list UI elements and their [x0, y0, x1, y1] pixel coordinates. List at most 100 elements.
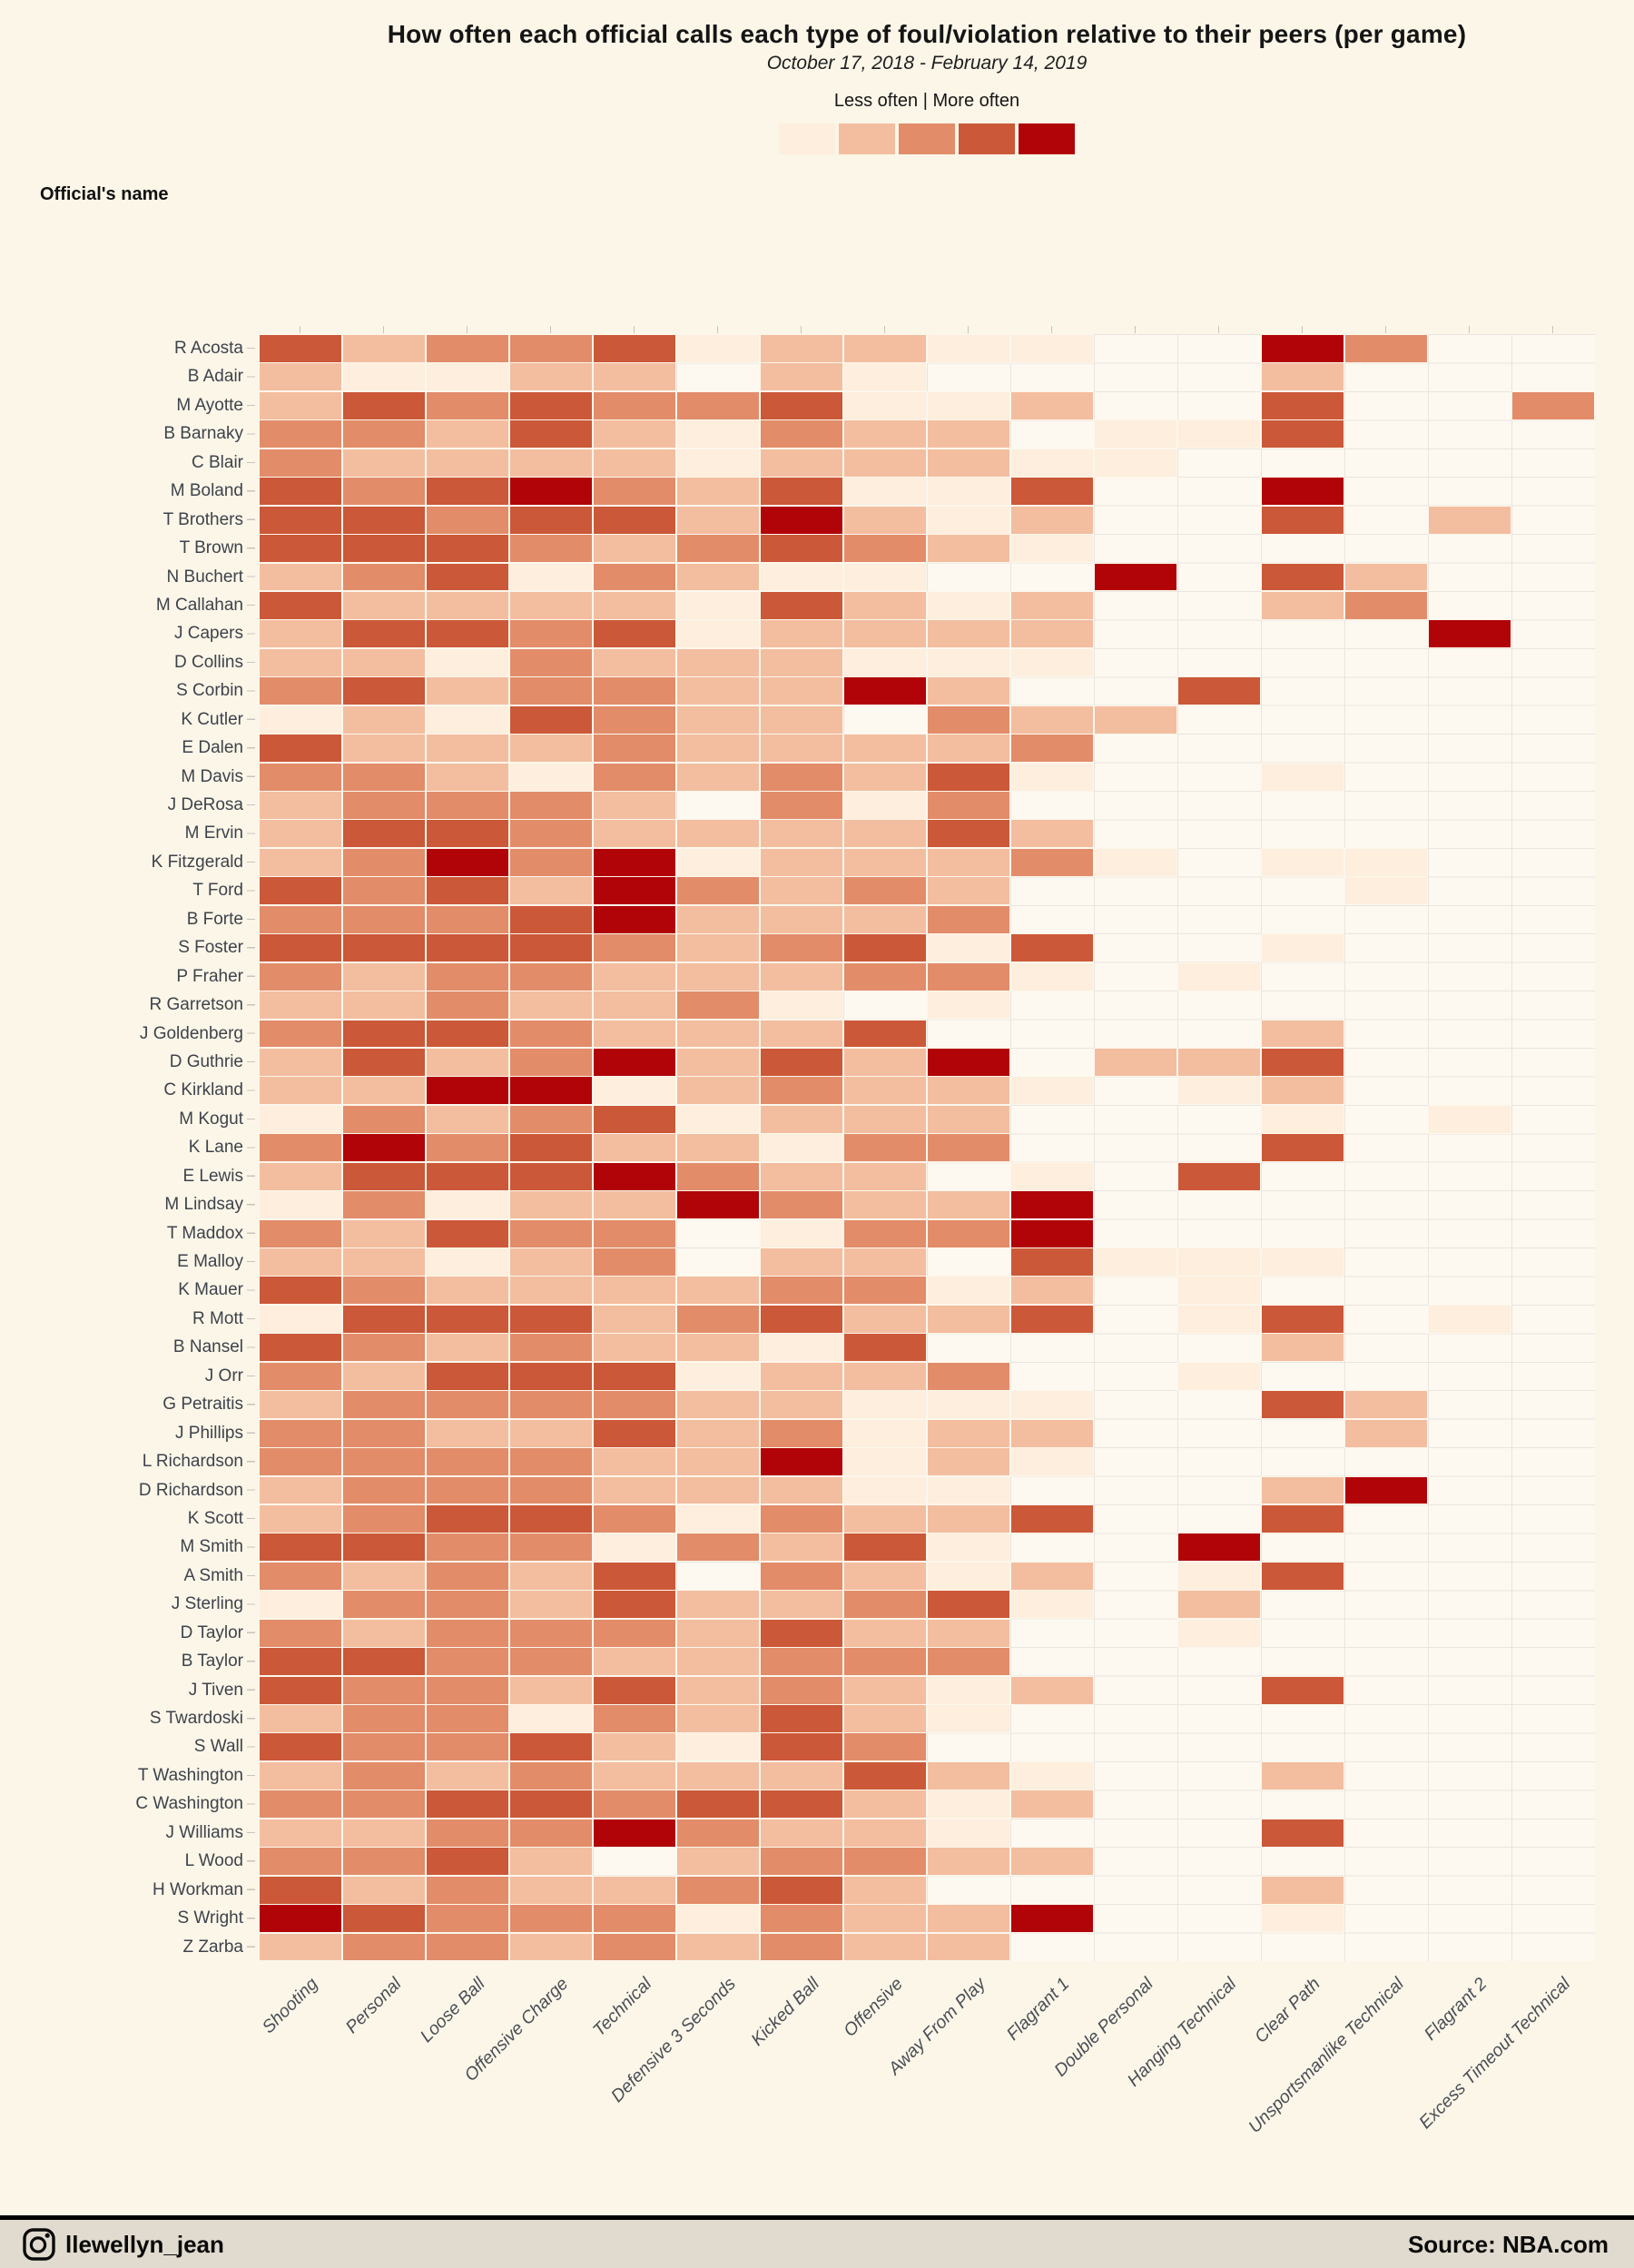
heatmap-cell — [760, 1076, 843, 1106]
heatmap-cell — [843, 1618, 927, 1648]
heatmap-cell — [1344, 1475, 1428, 1505]
heatmap-cell — [676, 847, 760, 877]
heatmap-cell — [760, 1447, 843, 1477]
column-label: Flagrant 2 — [1420, 1974, 1491, 2045]
heatmap-cell — [259, 1533, 342, 1563]
heatmap-cell — [593, 647, 676, 677]
heatmap-cell — [509, 590, 593, 620]
heatmap-cell — [509, 647, 593, 677]
heatmap-cell — [927, 762, 1010, 792]
heatmap-cell — [1010, 1904, 1094, 1934]
heatmap-cell — [342, 1104, 426, 1134]
heatmap-cell — [927, 847, 1010, 877]
heatmap-cell — [843, 1760, 927, 1790]
heatmap-cell — [1010, 1790, 1094, 1819]
heatmap-cell — [342, 819, 426, 849]
heatmap-cell — [593, 676, 676, 706]
heatmap-cell — [593, 1418, 676, 1448]
heatmap-cell — [1261, 590, 1344, 620]
heatmap-cell — [509, 847, 593, 877]
heatmap-cell — [927, 647, 1010, 677]
heatmap-cell — [1428, 505, 1511, 535]
heatmap-cell — [760, 1019, 843, 1049]
heatmap-cell — [426, 362, 509, 392]
row-label: E Lewis — [182, 1166, 243, 1186]
heatmap-cell — [342, 734, 426, 764]
heatmap-cell — [927, 1647, 1010, 1677]
heatmap-cell — [676, 477, 760, 507]
column-label: Clear Path — [1250, 1974, 1324, 2047]
heatmap-cell — [259, 847, 342, 877]
heatmap-cell — [843, 1590, 927, 1620]
heatmap-cell — [426, 1704, 509, 1733]
heatmap-cell — [593, 1447, 676, 1477]
heatmap-cell — [426, 961, 509, 991]
heatmap-cell — [259, 1076, 342, 1106]
row-label: H Workman — [153, 1879, 243, 1899]
heatmap-cell — [843, 791, 927, 820]
heatmap-cell — [342, 390, 426, 420]
heatmap-cell — [927, 676, 1010, 706]
heatmap-cell — [259, 1932, 342, 1962]
heatmap-cell — [843, 1790, 927, 1819]
heatmap-cell — [259, 590, 342, 620]
heatmap-cell — [676, 1647, 760, 1677]
heatmap-cell — [259, 991, 342, 1021]
heatmap-cell — [927, 1590, 1010, 1620]
heatmap-cell — [1261, 1504, 1344, 1533]
heatmap-cell — [426, 1447, 509, 1477]
heatmap-cell — [676, 1447, 760, 1477]
heatmap-cell — [593, 1190, 676, 1220]
heatmap-cell — [1010, 1847, 1094, 1877]
row-label: T Brown — [179, 538, 243, 558]
heatmap-cell — [760, 1304, 843, 1334]
heatmap-cell — [676, 1504, 760, 1533]
heatmap-cell — [843, 390, 927, 420]
heatmap-cell — [593, 1818, 676, 1848]
heatmap-cell — [342, 1076, 426, 1106]
heatmap-cell — [1177, 1247, 1261, 1277]
heatmap-cell — [509, 933, 593, 963]
row-label: L Wood — [184, 1851, 243, 1871]
heatmap-cell — [426, 1104, 509, 1134]
heatmap-cell — [843, 1361, 927, 1391]
heatmap-cell — [509, 534, 593, 563]
column-label: Shooting — [258, 1974, 322, 2037]
heatmap-cell — [676, 819, 760, 849]
heatmap-cell — [426, 1818, 509, 1848]
heatmap-cell — [1261, 477, 1344, 507]
heatmap-cell — [1177, 1618, 1261, 1648]
heatmap-cell — [593, 1618, 676, 1648]
heatmap-cell — [843, 1847, 927, 1877]
heatmap-cell — [1010, 1675, 1094, 1705]
y-axis-title: Official's name — [40, 184, 169, 204]
heatmap-cell — [760, 734, 843, 764]
heatmap-cell — [676, 590, 760, 620]
heatmap-cell — [259, 1333, 342, 1363]
heatmap-cell — [1428, 1304, 1511, 1334]
heatmap-cell — [843, 534, 927, 563]
heatmap-cell — [676, 534, 760, 563]
heatmap-cell — [593, 1533, 676, 1563]
heatmap-cell — [426, 1218, 509, 1248]
heatmap-cell — [593, 362, 676, 392]
heatmap-cell — [1261, 847, 1344, 877]
heatmap-cell — [342, 1675, 426, 1705]
heatmap-cell — [1010, 933, 1094, 963]
row-label: M Davis — [181, 766, 243, 786]
heatmap-cell — [843, 1104, 927, 1134]
row-label: E Dalen — [182, 738, 243, 758]
heatmap-cell — [593, 762, 676, 792]
row-label: D Taylor — [180, 1622, 243, 1642]
heatmap-cell — [1261, 1475, 1344, 1505]
heatmap-cell — [509, 762, 593, 792]
heatmap-cell — [927, 1904, 1010, 1934]
heatmap-cell — [676, 933, 760, 963]
heatmap-cell — [259, 477, 342, 507]
row-label: T Maddox — [166, 1223, 243, 1243]
heatmap-cell — [259, 1161, 342, 1191]
heatmap-cell — [593, 1161, 676, 1191]
heatmap-cell — [259, 1675, 342, 1705]
row-label: R Acosta — [173, 339, 243, 358]
heatmap-cell — [843, 1190, 927, 1220]
